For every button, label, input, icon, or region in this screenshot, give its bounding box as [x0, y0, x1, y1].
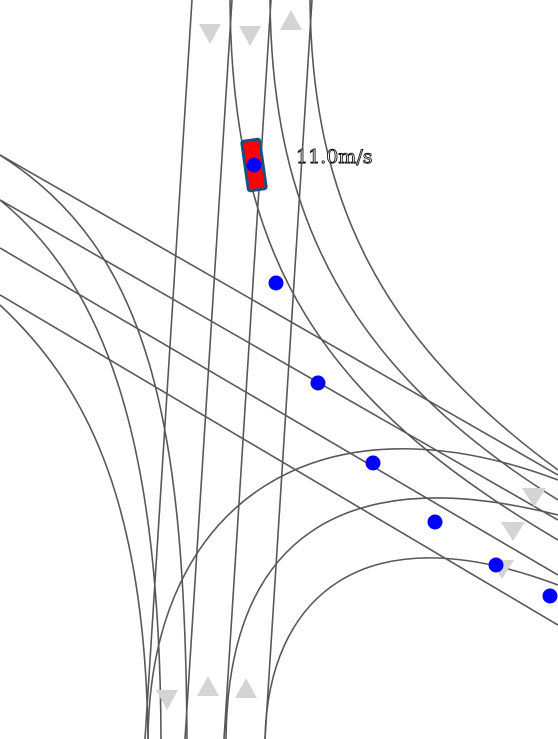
- arrow-up-icon: [235, 678, 257, 698]
- path-waypoint: [542, 588, 558, 604]
- path-waypoint: [427, 514, 443, 530]
- planned-path: [268, 275, 558, 604]
- ego-vehicle: [240, 137, 268, 193]
- lane-boundary-vertical-4: [264, 0, 313, 739]
- turn-curve-top-right-2: [269, 0, 558, 501]
- arrow-up-icon: [197, 676, 219, 696]
- lane-boundary-vertical-1: [144, 0, 193, 739]
- turn-curve-bottom-right-3: [264, 557, 558, 739]
- turn-curve-top-right-3: [309, 0, 558, 471]
- turn-curve-top-right-1: [229, 0, 558, 541]
- ego-vehicle-center-marker: [246, 157, 262, 173]
- lane-boundary-vertical-3: [223, 0, 272, 739]
- lane-boundary-diagonal-3: [0, 247, 558, 576]
- arrow-down-icon: [199, 24, 221, 44]
- turn-curve-left-bottom-2: [0, 199, 162, 739]
- lane-boundary-diagonal-4: [0, 294, 558, 626]
- arrow-down-icon: [522, 488, 546, 507]
- turn-curve-bottom-right-1: [147, 448, 558, 739]
- arrow-down-icon: [501, 522, 525, 541]
- path-waypoint: [365, 455, 381, 471]
- path-waypoint: [310, 375, 326, 391]
- lane-boundary-diagonal-1: [0, 154, 558, 476]
- turn-curve-left-bottom-1: [0, 154, 188, 739]
- arrow-down-icon: [239, 26, 261, 46]
- turn-curve-bottom-right-2: [225, 497, 558, 739]
- path-waypoint: [268, 275, 284, 291]
- turn-curve-left-bottom-3: [0, 304, 149, 739]
- lane-direction-arrows: [156, 10, 546, 710]
- speed-label: 11.0m/s: [296, 146, 372, 168]
- arrow-down-icon: [156, 690, 178, 710]
- arrow-up-icon: [280, 10, 302, 30]
- lane-boundary-diagonal-2: [0, 199, 558, 521]
- path-waypoint: [488, 557, 504, 573]
